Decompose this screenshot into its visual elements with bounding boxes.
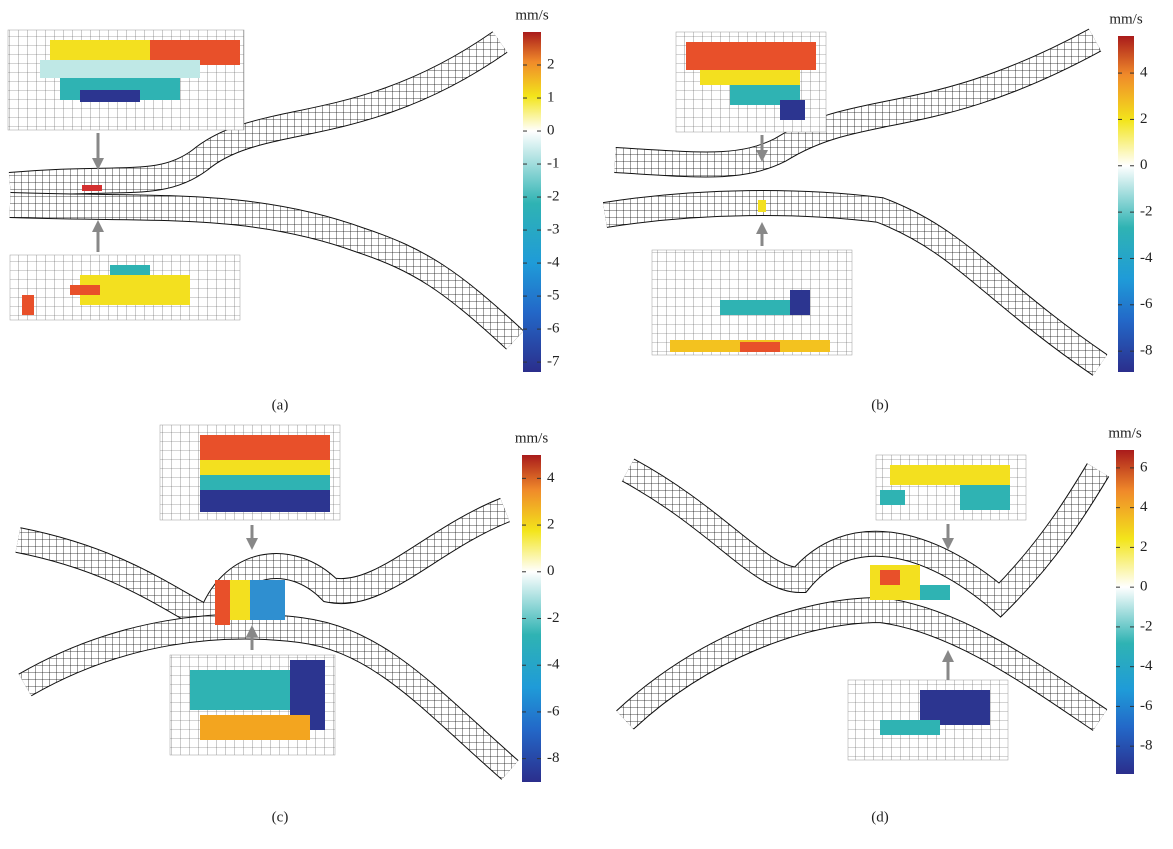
colorbar-unit: mm/s bbox=[515, 430, 549, 446]
colorbar-tick-label: -5 bbox=[547, 288, 560, 304]
colorbar-tick-label: -6 bbox=[547, 703, 560, 719]
colorbar-tick-label: 0 bbox=[1140, 579, 1148, 595]
colorbar-tick-label: 0 bbox=[547, 563, 555, 579]
colorbar-tick-label: 4 bbox=[547, 470, 555, 486]
colorbar-tick-label: 4 bbox=[1140, 499, 1148, 515]
panel-d-mesh bbox=[625, 455, 1100, 760]
colorbar-tick-label: -6 bbox=[1140, 698, 1153, 714]
colorbar-tick-label: -4 bbox=[1140, 658, 1153, 674]
colorbar-tick-label: -1 bbox=[547, 155, 560, 171]
panel-b-mesh bbox=[605, 32, 1100, 365]
colorbar-tick-label: -8 bbox=[547, 750, 560, 766]
colorbar-tick-label: -2 bbox=[1140, 618, 1153, 634]
colorbar-tick-label: -2 bbox=[547, 188, 560, 204]
colorbar-tick-label: 0 bbox=[1140, 157, 1148, 173]
colorbar-tick-label: -8 bbox=[1140, 343, 1153, 359]
colorbar bbox=[1116, 450, 1134, 774]
colorbar-tick-label: -7 bbox=[547, 354, 560, 370]
colorbar-tick-label: 2 bbox=[1140, 539, 1148, 555]
colorbar-unit: mm/s bbox=[515, 7, 549, 23]
panel-label: (a) bbox=[272, 397, 289, 413]
colorbar-tick-label: 6 bbox=[1140, 459, 1148, 475]
colorbar-tick-label: -4 bbox=[547, 255, 560, 271]
colorbar-tick-label: 2 bbox=[547, 56, 555, 72]
colorbar-tick-label: -2 bbox=[547, 610, 560, 626]
panel-a-mesh bbox=[8, 30, 515, 340]
panel-label: (d) bbox=[871, 809, 889, 825]
panel-c-mesh bbox=[18, 425, 510, 770]
colorbar bbox=[1118, 36, 1134, 372]
panel-label: (c) bbox=[272, 809, 289, 825]
colorbar-tick-label: 1 bbox=[547, 89, 555, 105]
colorbar-unit: mm/s bbox=[1109, 11, 1143, 27]
figure: mm/s -7 -6 -5 -4 -3 -2 -1 0 1 2 (a) mm/s -8 -6 -4 -2 0 2 4 (… bbox=[0, 0, 1173, 849]
colorbar-tick-label: -8 bbox=[1140, 738, 1153, 754]
colorbar-tick-label: -6 bbox=[1140, 296, 1153, 312]
colorbar-unit: mm/s bbox=[1108, 425, 1142, 441]
colorbar-tick-label: -4 bbox=[1140, 250, 1153, 266]
colorbar-tick-label: 2 bbox=[1140, 111, 1148, 127]
colorbar-tick-label: 2 bbox=[547, 517, 555, 533]
colorbar bbox=[523, 32, 541, 372]
colorbar-tick-label: -3 bbox=[547, 221, 560, 237]
panel-label: (b) bbox=[871, 397, 889, 413]
colorbar-tick-label: -4 bbox=[547, 657, 560, 673]
colorbar-tick-label: -2 bbox=[1140, 204, 1153, 220]
colorbar-tick-label: 4 bbox=[1140, 65, 1148, 81]
colorbar-tick-label: -6 bbox=[547, 321, 560, 337]
colorbar-tick-label: 0 bbox=[547, 122, 555, 138]
